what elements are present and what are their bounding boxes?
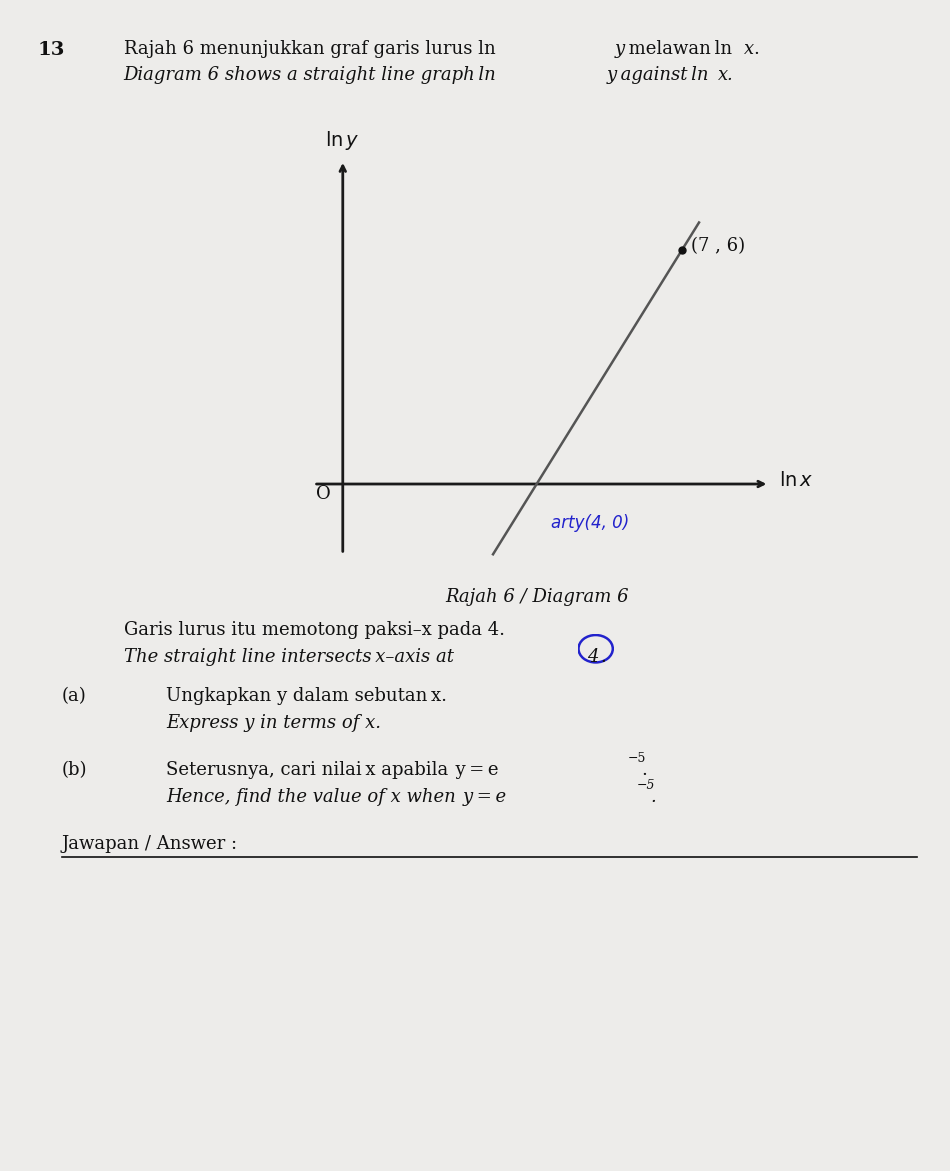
- Text: .: .: [641, 761, 647, 779]
- Text: The straight line intersects x–axis at: The straight line intersects x–axis at: [124, 648, 457, 665]
- Text: .: .: [651, 788, 656, 806]
- Text: Express y in terms of x.: Express y in terms of x.: [166, 714, 381, 732]
- Text: −5: −5: [636, 779, 655, 792]
- Text: Jawapan / Answer :: Jawapan / Answer :: [62, 835, 238, 852]
- Text: .: .: [753, 40, 759, 57]
- Text: x: x: [744, 40, 754, 57]
- Text: (7 , 6): (7 , 6): [691, 237, 745, 255]
- Text: 4: 4: [587, 648, 598, 665]
- Text: Garis lurus itu memotong paksi–x pada 4.: Garis lurus itu memotong paksi–x pada 4.: [124, 621, 504, 638]
- Text: $\ln x$: $\ln x$: [779, 471, 813, 489]
- Text: O: O: [316, 485, 331, 502]
- Text: Diagram 6 shows a straight line graph ln: Diagram 6 shows a straight line graph ln: [124, 66, 500, 83]
- Text: $\ln y$: $\ln y$: [326, 129, 360, 152]
- Text: arty(4, 0): arty(4, 0): [551, 514, 630, 532]
- Text: Seterusnya, cari nilai x apabila  y = e: Seterusnya, cari nilai x apabila y = e: [166, 761, 499, 779]
- Text: y: y: [615, 40, 625, 57]
- Text: x: x: [718, 66, 729, 83]
- Text: Ungkapkan y dalam sebutan x.: Ungkapkan y dalam sebutan x.: [166, 687, 447, 705]
- Text: y: y: [606, 66, 617, 83]
- Text: melawan ln: melawan ln: [625, 40, 736, 57]
- Text: −5: −5: [627, 752, 646, 765]
- Text: (b): (b): [62, 761, 87, 779]
- Text: Hence, find the value of x when  y = e: Hence, find the value of x when y = e: [166, 788, 506, 806]
- Text: Rajah 6 menunjukkan graf garis lurus ln: Rajah 6 menunjukkan graf garis lurus ln: [124, 40, 499, 57]
- Text: .: .: [727, 66, 732, 83]
- Text: Rajah 6 / Diagram 6: Rajah 6 / Diagram 6: [445, 588, 629, 605]
- Text: (a): (a): [62, 687, 86, 705]
- Text: against ln: against ln: [618, 66, 712, 83]
- Text: 13: 13: [38, 41, 66, 59]
- Text: .: .: [600, 648, 606, 665]
